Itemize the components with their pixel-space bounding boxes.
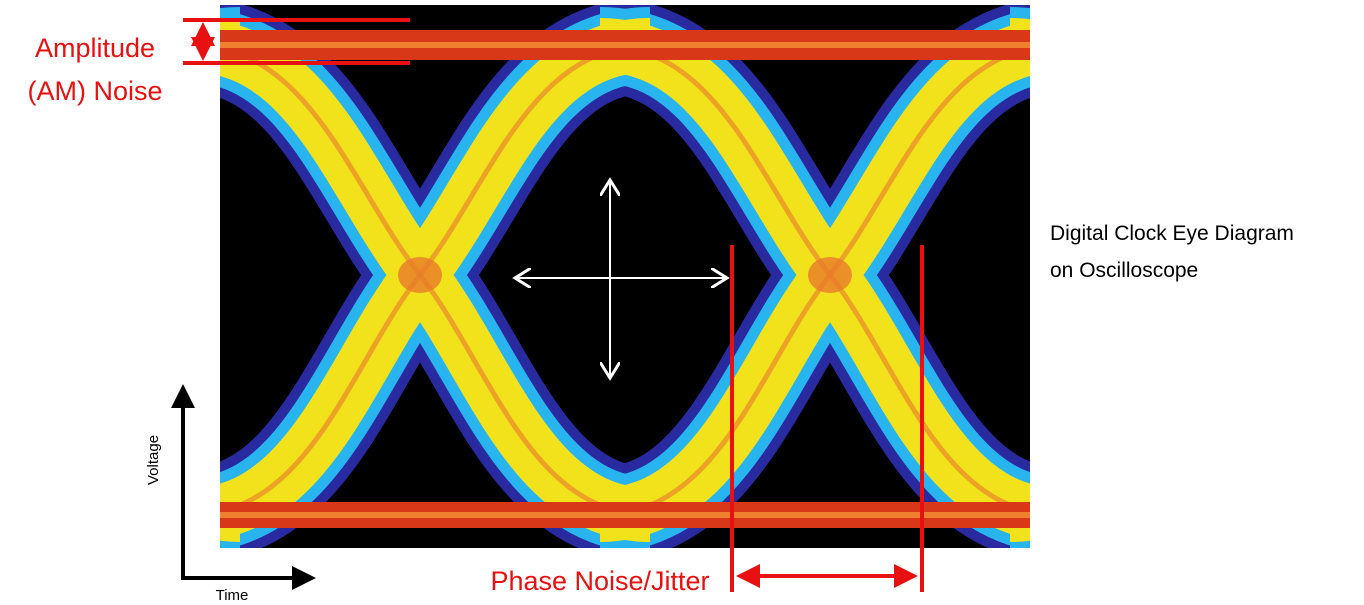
- caption: Digital Clock Eye Diagram: [1050, 222, 1294, 245]
- eye-trace: [0, 45, 240, 515]
- annotation: Amplitude: [35, 33, 155, 63]
- page: Amplitude (AM) Noise Phase Noise/Jitter …: [0, 0, 1364, 605]
- eye-trace: [0, 45, 240, 515]
- annotation: Phase Noise/Jitter: [490, 566, 709, 596]
- eye-trace-core: [0, 45, 240, 515]
- eye-trace: [0, 45, 240, 515]
- diagram: Amplitude (AM) Noise Phase Noise/Jitter …: [0, 0, 1364, 605]
- axis-label: Voltage: [145, 435, 162, 485]
- eye-trace: [0, 45, 240, 515]
- crossing: [808, 257, 852, 293]
- crossing: [398, 257, 442, 293]
- caption: on Oscilloscope: [1050, 259, 1198, 282]
- eye-trace-core: [0, 45, 240, 515]
- axis-label: Time: [216, 587, 249, 604]
- eye-trace: [0, 45, 240, 515]
- eye-trace: [0, 45, 240, 515]
- annotation: (AM) Noise: [27, 76, 162, 106]
